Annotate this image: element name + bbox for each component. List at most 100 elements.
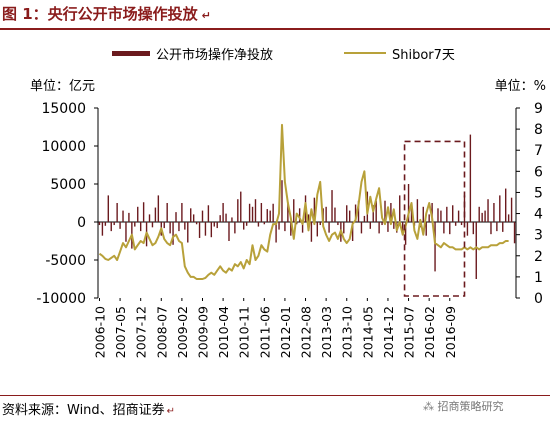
bar — [139, 222, 142, 232]
bar — [134, 222, 136, 227]
x-tick-label: 2014-05 — [360, 306, 375, 358]
bar — [510, 197, 513, 222]
bar — [166, 203, 168, 222]
bar — [372, 205, 374, 222]
x-tick-label: 2009-02 — [175, 306, 190, 358]
bar — [243, 222, 245, 230]
bar — [254, 199, 257, 222]
bar — [328, 222, 330, 233]
bar — [151, 222, 154, 228]
bar — [178, 222, 180, 232]
bar — [319, 222, 321, 226]
bar — [190, 208, 192, 222]
bar — [287, 202, 289, 222]
bar — [248, 203, 251, 222]
x-tick-label: 2011-06 — [257, 306, 272, 358]
bar — [275, 222, 277, 243]
bar — [110, 222, 112, 232]
bar — [101, 222, 104, 236]
bar — [513, 222, 516, 244]
bar — [119, 222, 121, 229]
bar — [481, 212, 483, 222]
bar — [207, 205, 210, 222]
left-tick-label: 0 — [77, 215, 86, 231]
right-tick-label: 5 — [534, 185, 543, 201]
bar — [137, 206, 139, 222]
legend: 公开市场操作净投放 Shibor7天 — [112, 47, 455, 63]
x-tick-label: 2012-01 — [278, 306, 293, 358]
bar — [213, 222, 215, 227]
bar — [337, 222, 339, 226]
bar — [499, 195, 501, 222]
bar — [384, 200, 386, 222]
bar — [363, 215, 366, 222]
highlight-box — [403, 140, 466, 297]
x-tick-label: 2010-04 — [216, 306, 231, 358]
left-tick-label: -5000 — [45, 253, 86, 269]
bar — [219, 215, 221, 222]
right-tick-label: 1 — [534, 270, 543, 286]
bar — [195, 222, 198, 225]
bar — [201, 210, 204, 222]
legend-swatch-bar — [112, 51, 150, 56]
right-axis-unit: 单位：% — [495, 79, 546, 94]
bar — [387, 222, 389, 232]
x-tick-label: 2009-09 — [196, 306, 211, 358]
bar — [307, 214, 310, 222]
bar — [251, 206, 254, 222]
bar — [463, 195, 466, 222]
right-tick-label: 7 — [534, 143, 543, 159]
source-note: 资料来源：Wind、招商证券 ↵ — [2, 399, 175, 418]
bar — [125, 222, 127, 242]
bar — [357, 200, 360, 222]
bar — [407, 184, 410, 222]
bar — [113, 222, 115, 226]
bar — [399, 195, 401, 222]
bar — [184, 222, 186, 230]
bar — [231, 217, 233, 222]
bar — [504, 188, 507, 222]
legend-label: 公开市场操作净投放 — [156, 47, 273, 63]
bar — [457, 210, 460, 222]
bar — [393, 222, 395, 229]
bar — [192, 214, 195, 222]
right-tick-label: 6 — [534, 164, 543, 180]
left-tick-label: -10000 — [36, 291, 86, 307]
bar — [490, 222, 492, 235]
left-tick-label: 10000 — [41, 139, 86, 155]
bar — [122, 210, 124, 222]
right-tick-label: 2 — [534, 249, 543, 265]
bar — [507, 214, 510, 222]
bar — [346, 205, 348, 222]
watermark: ⁂ 招商策略研究 — [423, 400, 504, 413]
bar — [222, 203, 224, 222]
bar — [169, 222, 171, 234]
bar — [469, 134, 472, 222]
bar — [334, 207, 336, 222]
bar — [234, 222, 236, 234]
bar — [369, 222, 371, 229]
bar — [237, 199, 239, 222]
paragraph-mark: ↵ — [201, 9, 211, 22]
figure-title: 图 1：央行公开市场操作投放 ↵ — [2, 3, 211, 24]
bar — [245, 222, 248, 226]
bar — [437, 208, 439, 222]
bar — [360, 222, 363, 234]
x-tick-label: 2012-08 — [299, 306, 314, 358]
bar — [142, 202, 145, 222]
right-tick-label: 9 — [534, 101, 543, 117]
bar — [472, 222, 475, 235]
shibor-line — [98, 123, 509, 280]
bar — [290, 222, 292, 236]
bar — [428, 214, 430, 222]
bar — [216, 222, 218, 229]
figure-title-text: 图 1：央行公开市场操作投放 — [2, 5, 198, 23]
left-tick-label: 15000 — [41, 101, 86, 117]
bar — [416, 199, 419, 222]
bar — [98, 222, 101, 226]
bar — [431, 203, 433, 222]
bar — [260, 203, 263, 222]
bar — [401, 222, 404, 232]
bar — [295, 222, 298, 225]
bar — [198, 222, 201, 238]
